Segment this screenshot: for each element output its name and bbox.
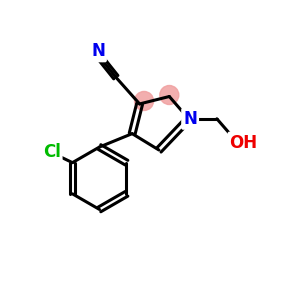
Text: Cl: Cl — [43, 143, 61, 161]
Text: N: N — [183, 110, 197, 128]
Circle shape — [160, 85, 179, 104]
Text: N: N — [91, 42, 105, 60]
Text: OH: OH — [230, 134, 258, 152]
Circle shape — [134, 92, 154, 110]
